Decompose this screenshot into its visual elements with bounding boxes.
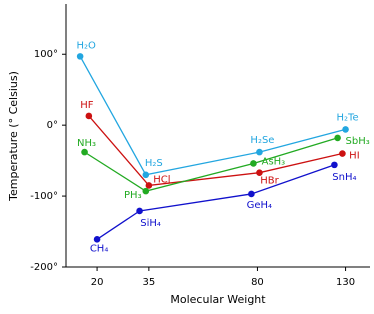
point-label: H₂Se (250, 135, 274, 146)
data-point (256, 169, 263, 176)
y-tick-label: -200° (30, 262, 58, 273)
data-point (142, 187, 150, 195)
data-point (334, 134, 341, 142)
series-line (88, 115, 343, 187)
point-label: PH₃ (124, 190, 142, 201)
data-point (256, 148, 263, 156)
x-tick-label: 80 (251, 277, 264, 288)
data-point (250, 160, 257, 167)
point-label: H₂Te (337, 112, 359, 123)
data-point (145, 182, 153, 189)
y-axis-label: Temperature (° Celsius) (7, 71, 20, 202)
point-label: NH₃ (77, 138, 96, 149)
x-axis-label: Molecular Weight (170, 293, 266, 306)
series-line (84, 137, 338, 192)
point-label: H₂S (145, 158, 163, 169)
data-point (93, 236, 101, 243)
data-point (136, 207, 143, 215)
data-point (85, 112, 93, 120)
y-tick-label: 0° (47, 120, 58, 131)
point-label: GeH₄ (247, 200, 272, 211)
point-label: SbH₃ (346, 136, 370, 147)
series-line (96, 164, 335, 240)
point-label: CH₄ (90, 243, 109, 254)
point-label: SiH₄ (140, 218, 161, 229)
data-point (339, 150, 346, 157)
point-label: AsH₃ (262, 156, 286, 167)
data-point (76, 53, 84, 60)
data-point (342, 126, 349, 133)
data-point (248, 190, 255, 198)
data-point (331, 161, 338, 169)
x-tick-label: 20 (91, 277, 104, 288)
y-tick-label: 100° (34, 49, 58, 60)
x-tick-label: 130 (336, 277, 355, 288)
series-line (79, 56, 346, 176)
point-label: SnH₄ (332, 172, 356, 183)
point-label: H₂O (76, 40, 96, 51)
x-tick-label: 35 (142, 277, 155, 288)
data-point (142, 171, 150, 179)
data-point (81, 148, 88, 156)
point-label: HF (80, 100, 94, 111)
y-tick-label: -100° (30, 191, 58, 202)
point-label: HI (349, 151, 359, 162)
point-label: HBr (260, 176, 279, 187)
point-label: HCl (153, 174, 170, 185)
